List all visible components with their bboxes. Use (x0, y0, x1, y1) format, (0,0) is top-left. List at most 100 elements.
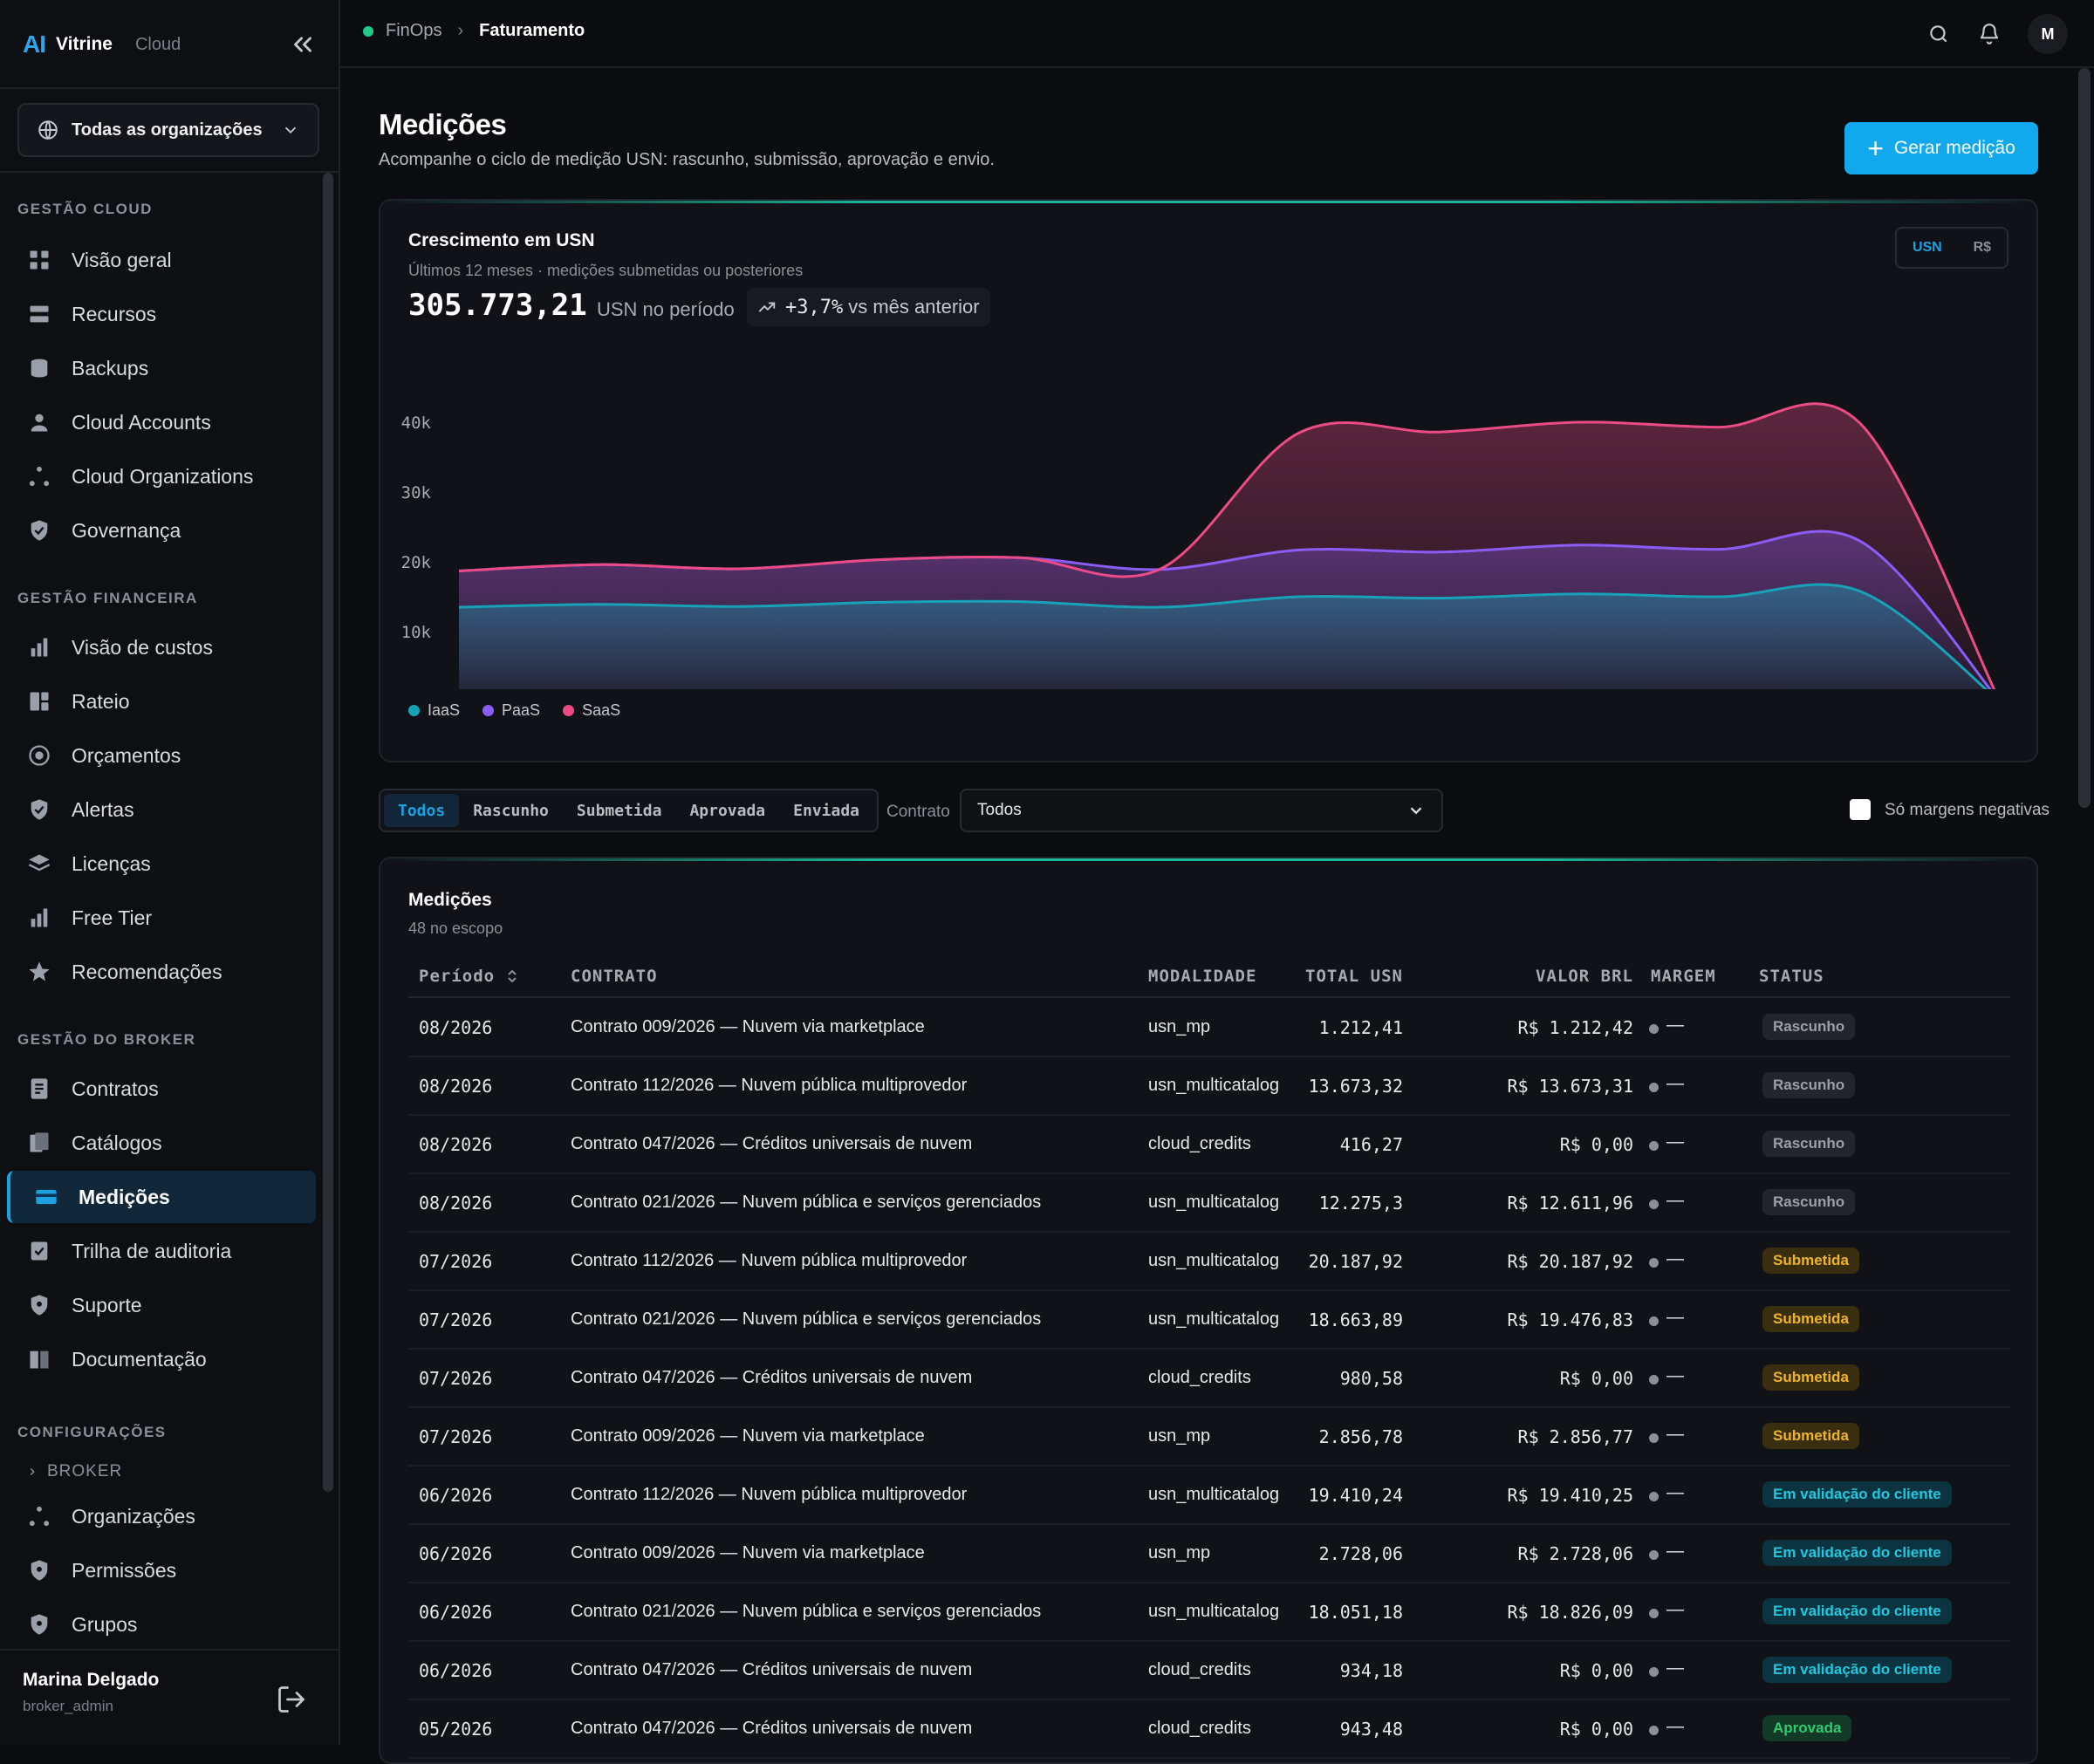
breadcrumb-parent[interactable]: FinOps (386, 21, 442, 40)
sidebar-item-documentacao[interactable]: Documentação (7, 1333, 316, 1385)
cell-periodo: 06/2026 (419, 1602, 493, 1623)
tab-rascunho[interactable]: Rascunho (473, 801, 549, 820)
table-row[interactable]: 08/2026 Contrato 009/2026 — Nuvem via mar… (408, 998, 2010, 1057)
table-row[interactable]: 06/2026 Contrato 112/2026 — Nuvem pública… (408, 1466, 2010, 1525)
chart-subtitle: Últimos 12 meses · medições submetidas o… (408, 262, 804, 279)
cell-contrato: Contrato 112/2026 — Nuvem pública multip… (571, 1485, 968, 1504)
legend-swatch (563, 705, 575, 716)
generate-measurement-label: Gerar medição (1893, 138, 2015, 158)
organization-select[interactable]: Todas as organizações (17, 103, 319, 157)
cell-contrato: Contrato 112/2026 — Nuvem pública multip… (571, 1076, 968, 1095)
sidebar-item-label: Orçamentos (72, 743, 181, 767)
sidebar-item-cloud-organizations[interactable]: Cloud Organizations (7, 450, 316, 503)
divider (0, 87, 339, 89)
legend-item-iaas[interactable]: IaaS (408, 701, 460, 720)
sidebar-item-rateio[interactable]: Rateio (7, 675, 316, 728)
shield-check-icon (26, 517, 52, 544)
search-icon[interactable] (1920, 15, 1958, 53)
status-badge: Submetida (1762, 1306, 1859, 1332)
sidebar-item-label: Suporte (72, 1293, 142, 1316)
sidebar: AI Vitrine Cloud Todas as organizações G… (0, 0, 340, 1745)
tab-submetida[interactable]: Submetida (576, 801, 662, 820)
toggle-usn[interactable]: USN (1912, 240, 1942, 255)
table-row[interactable]: 06/2026 Contrato 009/2026 — Nuvem via mar… (408, 1524, 2010, 1583)
bell-icon[interactable] (1970, 15, 2008, 53)
support-icon (26, 1292, 52, 1318)
generate-measurement-button[interactable]: + Gerar medição (1844, 122, 2038, 174)
delta-percent: +3,7% (785, 296, 844, 318)
trend-up-icon (757, 297, 777, 317)
sidebar-scrollbar[interactable] (323, 173, 333, 1492)
table-row[interactable]: 06/2026 Contrato 021/2026 — Nuvem pública… (408, 1583, 2010, 1642)
logout-icon[interactable] (276, 1684, 307, 1715)
broker-group-toggle[interactable]: BROKER (26, 1462, 122, 1481)
sidebar-item-permissoes[interactable]: Permissões (7, 1544, 316, 1596)
cell-valor-brl: R$ 19.476,83 (1507, 1309, 1634, 1330)
sidebar-item-grupos[interactable]: Grupos (7, 1598, 316, 1651)
sidebar-item-recursos[interactable]: Recursos (7, 288, 316, 340)
cell-contrato: Contrato 112/2026 — Nuvem pública multip… (571, 1251, 968, 1270)
sidebar-item-organizacoes[interactable]: Organizações (7, 1490, 316, 1542)
tab-enviada[interactable]: Enviada (793, 801, 859, 820)
sidebar-item-contratos[interactable]: Contratos (7, 1063, 316, 1115)
cell-modalidade: usn_mp (1148, 1543, 1211, 1562)
sidebar-item-alertas[interactable]: Alertas (7, 783, 316, 836)
sidebar-section-label: GESTÃO CLOUD (17, 201, 153, 217)
column-header[interactable]: Período (419, 967, 518, 986)
avatar[interactable]: M (2028, 14, 2068, 54)
cell-modalidade: usn_mp (1148, 1426, 1211, 1446)
table-row[interactable]: 07/2026 Contrato 021/2026 — Nuvem pública… (408, 1290, 2010, 1350)
negative-margin-checkbox[interactable] (1850, 799, 1871, 820)
contract-select[interactable]: Todos (960, 789, 1443, 832)
org-tree-icon (26, 463, 52, 489)
table-row[interactable]: 08/2026 Contrato 047/2026 — Créditos univ… (408, 1115, 2010, 1174)
legend-item-saas[interactable]: SaaS (563, 701, 620, 720)
y-tick-label: 30k (401, 483, 432, 503)
tab-todos[interactable]: Todos (384, 794, 460, 827)
table-row[interactable]: 07/2026 Contrato 047/2026 — Créditos univ… (408, 1349, 2010, 1408)
split-icon (26, 688, 52, 714)
sidebar-item-visao-de-custos[interactable]: Visão de custos (7, 621, 316, 673)
sidebar-item-licencas[interactable]: Licenças (7, 838, 316, 890)
brand[interactable]: AI Vitrine Cloud (23, 23, 181, 66)
cell-valor-brl: R$ 20.187,92 (1507, 1251, 1634, 1272)
sidebar-item-trilha-de-auditoria[interactable]: Trilha de auditoria (7, 1225, 316, 1277)
cell-total-usn: 1.212,41 (1318, 1017, 1403, 1038)
tab-aprovada[interactable]: Aprovada (689, 801, 766, 820)
sidebar-item-governanca[interactable]: Governança (7, 504, 316, 557)
table-row[interactable]: 07/2026 Contrato 009/2026 — Nuvem via mar… (408, 1407, 2010, 1467)
sidebar-item-suporte[interactable]: Suporte (7, 1279, 316, 1331)
cell-total-usn: 13.673,32 (1308, 1076, 1403, 1097)
cell-margem: — (1666, 1308, 1684, 1327)
cell-periodo: 07/2026 (419, 1368, 493, 1389)
cell-contrato: Contrato 047/2026 — Créditos universais … (571, 1660, 973, 1679)
sidebar-item-orcamentos[interactable]: Orçamentos (7, 729, 316, 782)
legend-item-paas[interactable]: PaaS (482, 701, 540, 720)
cell-margem: — (1666, 1600, 1684, 1619)
table-row[interactable]: 07/2026 Contrato 112/2026 — Nuvem pública… (408, 1232, 2010, 1291)
cell-modalidade: usn_multicatalog (1148, 1076, 1280, 1095)
sidebar-item-catalogos[interactable]: Catálogos (7, 1117, 316, 1169)
sidebar-item-free-tier[interactable]: Free Tier (7, 892, 316, 944)
margin-indicator-icon (1649, 1609, 1659, 1618)
table-row[interactable]: 08/2026 Contrato 112/2026 — Nuvem pública… (408, 1056, 2010, 1116)
sidebar-item-visao-geral[interactable]: Visão geral (7, 234, 316, 286)
grid-icon (26, 247, 52, 273)
cell-valor-brl: R$ 0,00 (1559, 1660, 1633, 1681)
sidebar-item-cloud-accounts[interactable]: Cloud Accounts (7, 396, 316, 448)
table-subtitle: 48 no escopo (408, 920, 503, 937)
margin-indicator-icon (1649, 1083, 1659, 1092)
cell-periodo: 05/2026 (419, 1719, 493, 1740)
sidebar-item-medicoes[interactable]: Medições (7, 1171, 316, 1223)
collapse-sidebar-icon[interactable] (288, 30, 318, 59)
cell-modalidade: usn_multicatalog (1148, 1251, 1280, 1270)
cell-valor-brl: R$ 1.212,42 (1517, 1017, 1633, 1038)
sidebar-item-recomendacoes[interactable]: Recomendações (7, 946, 316, 998)
table-row[interactable]: 05/2026 Contrato 047/2026 — Créditos univ… (408, 1699, 2010, 1759)
sidebar-item-backups[interactable]: Backups (7, 342, 316, 394)
main-scrollbar[interactable] (2078, 68, 2091, 808)
table-row[interactable]: 08/2026 Contrato 021/2026 — Nuvem pública… (408, 1173, 2010, 1233)
toggle-brl[interactable]: R$ (1973, 240, 1992, 255)
cell-margem: — (1666, 1132, 1684, 1152)
table-row[interactable]: 06/2026 Contrato 047/2026 — Créditos univ… (408, 1641, 2010, 1700)
